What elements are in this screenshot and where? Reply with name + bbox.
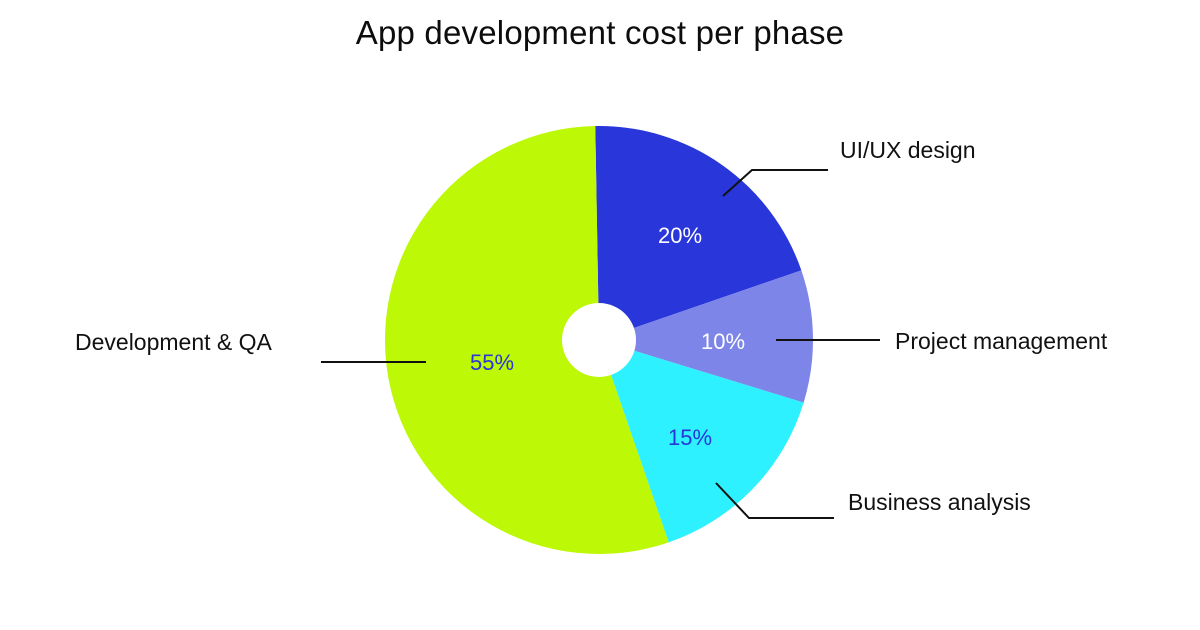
donut-hole <box>562 303 636 377</box>
category-label-uiux: UI/UX design <box>840 137 976 163</box>
chart-title: App development cost per phase <box>355 14 845 51</box>
category-label-ba: Business analysis <box>848 489 1031 515</box>
value-label-dev: 55% <box>469 350 515 375</box>
leader-line-ba <box>715 482 834 519</box>
value-label-ba: 15% <box>667 425 713 450</box>
pie-slice-pm <box>599 270 814 403</box>
value-label-uiux: 20% <box>657 223 703 248</box>
category-label-dev: Development & QA <box>75 329 272 355</box>
pie-slice-dev <box>385 126 669 554</box>
category-label-pm: Project management <box>895 328 1108 354</box>
pie-slice-ba <box>599 340 804 543</box>
pie-slices <box>385 125 814 554</box>
leader-line-uiux <box>722 169 828 197</box>
value-label-pm: 10% <box>700 329 746 354</box>
pie-slice-uiux <box>595 125 802 340</box>
